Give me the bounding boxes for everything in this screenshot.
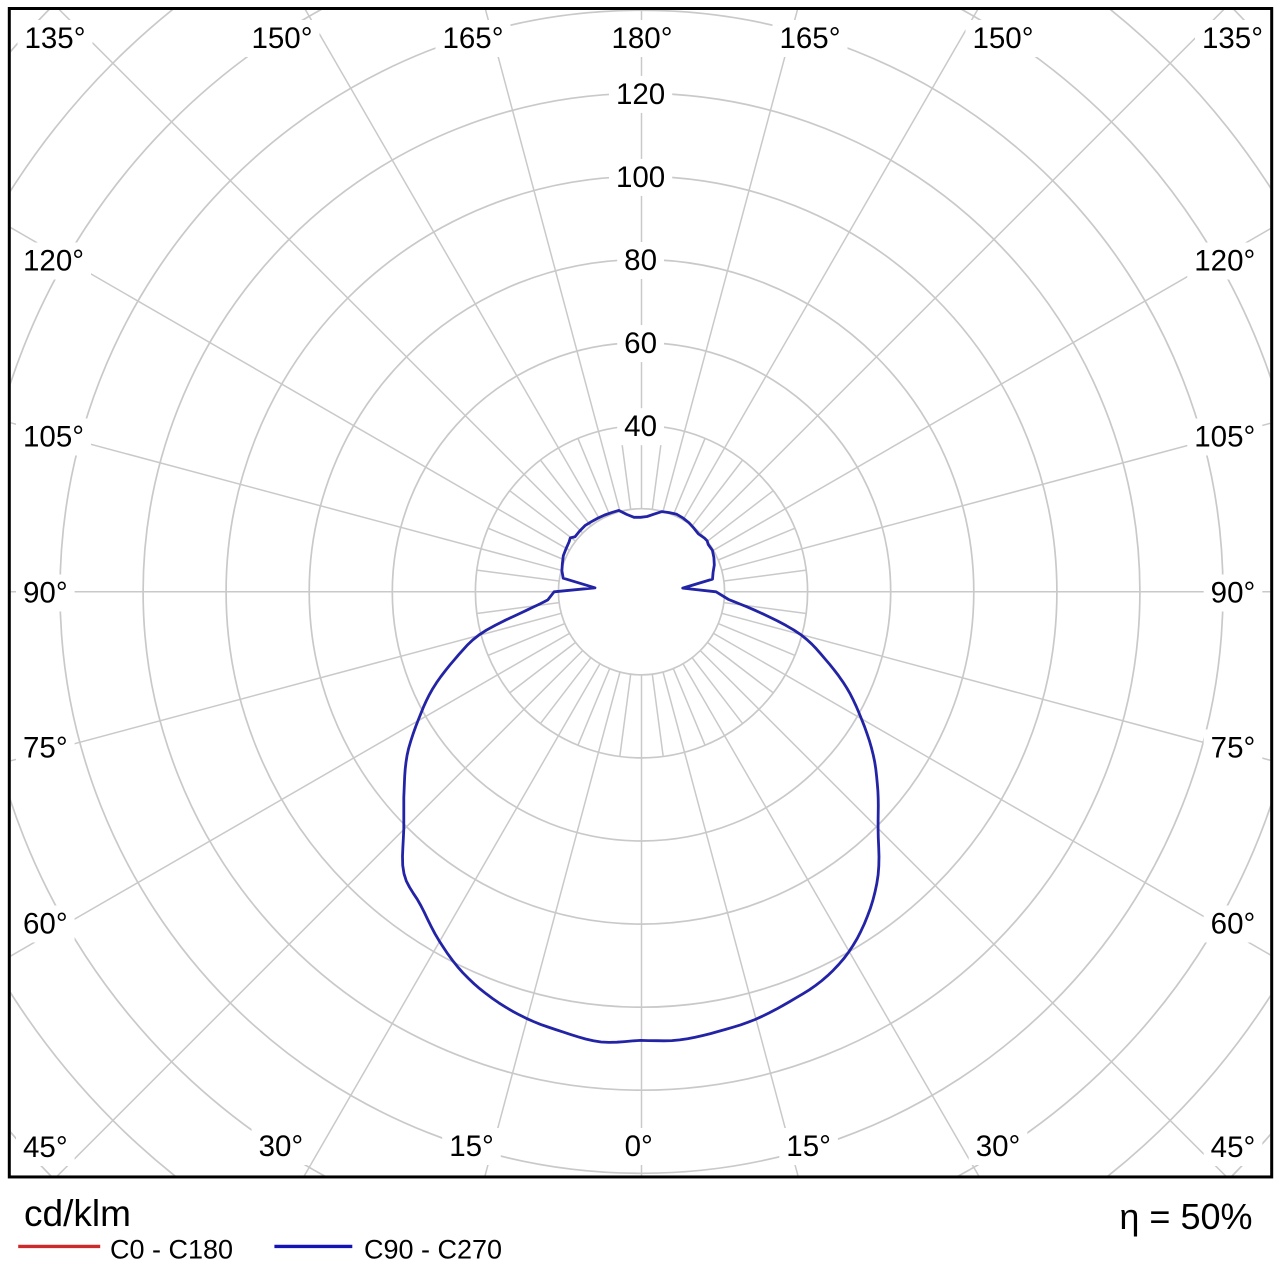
svg-text:165°: 165° xyxy=(442,22,503,55)
svg-text:165°: 165° xyxy=(779,22,840,55)
svg-text:C90 - C270: C90 - C270 xyxy=(364,1235,502,1265)
svg-text:45°: 45° xyxy=(1211,1131,1256,1164)
svg-text:30°: 30° xyxy=(976,1130,1021,1163)
svg-text:40: 40 xyxy=(624,410,657,443)
svg-text:105°: 105° xyxy=(23,421,84,454)
svg-text:45°: 45° xyxy=(23,1131,68,1164)
svg-text:120: 120 xyxy=(616,78,665,111)
svg-text:105°: 105° xyxy=(1194,421,1255,454)
svg-text:60°: 60° xyxy=(23,908,68,941)
svg-text:180°: 180° xyxy=(611,22,672,55)
svg-text:η = 50%: η = 50% xyxy=(1119,1196,1252,1237)
svg-text:100: 100 xyxy=(616,161,665,194)
svg-text:60°: 60° xyxy=(1211,908,1256,941)
svg-text:120°: 120° xyxy=(1194,245,1255,278)
svg-text:80: 80 xyxy=(624,244,657,277)
svg-text:150°: 150° xyxy=(251,22,312,55)
svg-text:0°: 0° xyxy=(625,1130,653,1163)
svg-text:135°: 135° xyxy=(24,22,85,55)
svg-text:75°: 75° xyxy=(1211,732,1256,765)
svg-text:150°: 150° xyxy=(972,22,1033,55)
svg-text:90°: 90° xyxy=(1211,577,1256,610)
svg-text:75°: 75° xyxy=(23,732,68,765)
svg-text:cd/klm: cd/klm xyxy=(24,1193,131,1234)
svg-text:120°: 120° xyxy=(23,245,84,278)
svg-text:15°: 15° xyxy=(449,1130,494,1163)
svg-text:15°: 15° xyxy=(786,1130,831,1163)
svg-text:60: 60 xyxy=(624,327,657,360)
svg-text:90°: 90° xyxy=(23,577,68,610)
svg-text:135°: 135° xyxy=(1202,22,1263,55)
svg-text:30°: 30° xyxy=(259,1130,304,1163)
svg-text:C0 - C180: C0 - C180 xyxy=(110,1235,233,1265)
